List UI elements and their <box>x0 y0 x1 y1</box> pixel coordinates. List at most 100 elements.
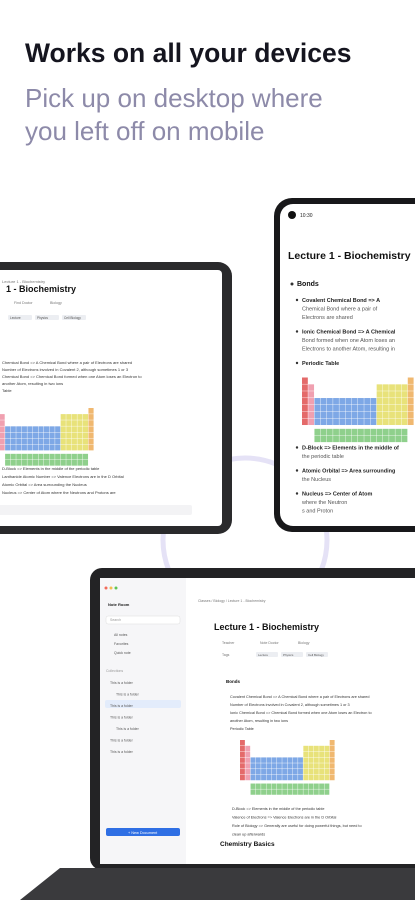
element-cell <box>38 444 44 451</box>
element-cell <box>282 789 288 795</box>
element-cell <box>32 444 39 451</box>
element-cell <box>276 769 282 775</box>
element-cell <box>5 438 11 445</box>
element-cell <box>77 420 83 426</box>
element-cell <box>60 444 66 451</box>
text: Biology <box>298 641 310 645</box>
element-cell <box>266 774 272 781</box>
element-cell <box>44 459 50 466</box>
element-cell <box>271 763 277 769</box>
element-cell <box>358 428 364 436</box>
element-cell <box>358 398 364 405</box>
element-cell <box>314 418 321 426</box>
element-cell <box>364 418 371 426</box>
element-cell <box>319 783 325 789</box>
element-cell <box>302 377 308 384</box>
text-line: Lanthanide Atomic Number => Valence Elec… <box>2 474 124 479</box>
element-cell <box>326 435 333 443</box>
element-cell <box>292 789 298 795</box>
element-cell <box>319 769 325 775</box>
element-cell <box>345 428 352 436</box>
element-cell <box>266 763 272 769</box>
element-cell <box>308 384 315 391</box>
element-cell <box>266 757 272 763</box>
element-cell <box>351 435 358 443</box>
section-title: Bonds <box>226 679 240 684</box>
element-cell <box>32 438 39 445</box>
element-cell <box>71 444 77 451</box>
element-cell <box>313 783 319 789</box>
element-cell <box>71 453 77 460</box>
element-cell <box>339 404 346 412</box>
element-cell <box>308 789 314 795</box>
search-box <box>105 615 181 625</box>
tag <box>62 315 86 320</box>
element-cell <box>38 438 44 445</box>
laptop-base <box>20 868 415 900</box>
element-cell <box>319 757 325 763</box>
element-cell <box>66 459 72 466</box>
element-cell <box>88 432 94 439</box>
element-cell <box>82 426 89 433</box>
element-cell <box>55 426 61 433</box>
element-cell <box>240 751 245 758</box>
element-cell <box>245 769 251 775</box>
element-cell <box>401 398 408 405</box>
element-cell <box>55 432 61 439</box>
element-cell <box>314 411 321 419</box>
element-cell <box>5 432 11 439</box>
element-cell <box>250 789 256 795</box>
element-cell <box>345 398 352 405</box>
element-cell <box>364 398 371 405</box>
element-cell <box>313 757 319 763</box>
selected-folder <box>105 700 181 708</box>
element-cell <box>27 426 33 433</box>
element-cell <box>266 789 272 795</box>
element-cell <box>88 414 94 420</box>
element-cell <box>292 774 298 781</box>
element-cell <box>66 426 72 433</box>
element-cell <box>0 444 5 451</box>
element-cell <box>370 428 377 436</box>
element-cell <box>308 763 314 769</box>
element-cell <box>10 426 16 433</box>
element-cell <box>0 438 5 445</box>
element-cell <box>276 763 282 769</box>
element-cell <box>308 391 315 398</box>
window-dot <box>114 586 118 590</box>
item-line: s and Proton <box>302 509 333 515</box>
element-cell <box>240 763 245 769</box>
text-line: Number of Electrons involved in Covalent… <box>230 703 350 707</box>
element-cell <box>21 444 27 451</box>
element-cell <box>21 426 27 433</box>
bullet <box>295 330 299 333</box>
subheadline: Pick up on desktop where <box>25 83 323 113</box>
bullet <box>295 446 299 449</box>
element-cell <box>326 428 333 436</box>
element-cell <box>250 774 256 781</box>
element-cell <box>292 757 298 763</box>
element-cell <box>324 751 330 758</box>
text-line: Chemical Bond => A Chemical Bond where a… <box>2 360 132 365</box>
element-cell <box>245 774 251 781</box>
element-cell <box>298 783 303 789</box>
element-cell <box>339 411 346 419</box>
element-cell <box>376 404 383 412</box>
element-cell <box>271 774 277 781</box>
element-cell <box>245 745 251 752</box>
element-cell <box>407 377 414 384</box>
element-cell <box>389 398 395 405</box>
element-cell <box>292 763 298 769</box>
element-cell <box>319 789 325 795</box>
element-cell <box>60 414 66 420</box>
element-cell <box>49 432 55 439</box>
new-document-button[interactable] <box>106 828 180 836</box>
element-cell <box>82 444 89 451</box>
element-cell <box>60 426 66 433</box>
element-cell <box>16 438 22 445</box>
text-line: Ionic Chemical Bond => Chemical Bond for… <box>230 711 372 715</box>
text-line: Nucleus => Center of Atom where the Neut… <box>2 490 116 495</box>
element-cell <box>401 428 408 436</box>
element-cell <box>324 757 330 763</box>
element-cell <box>271 769 277 775</box>
